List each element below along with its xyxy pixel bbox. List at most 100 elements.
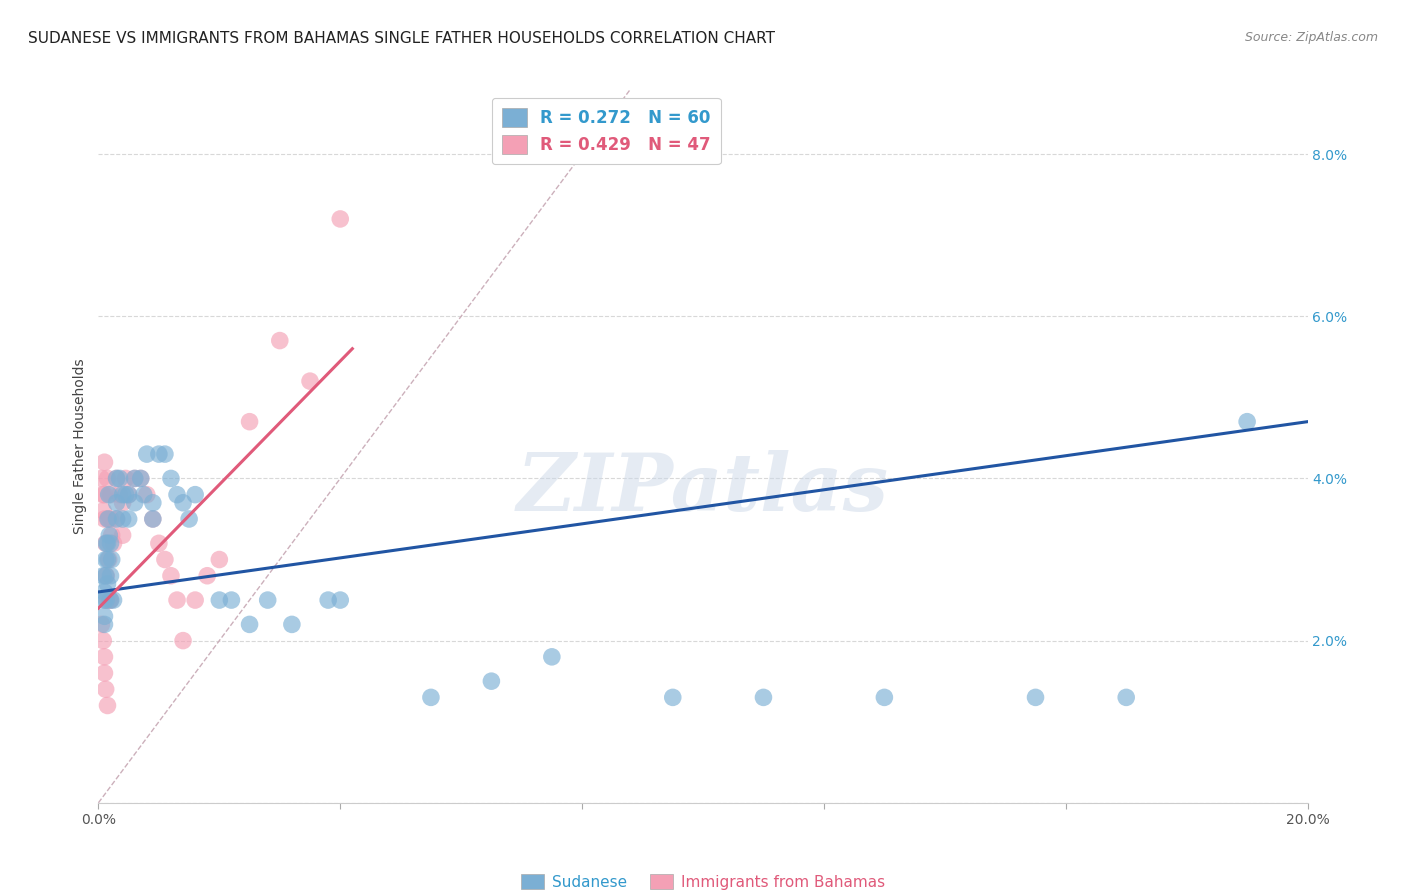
- Point: [329, 593, 352, 607]
- Point: [118, 512, 141, 526]
- Point: [100, 568, 122, 582]
- Point: [118, 488, 141, 502]
- Point: [184, 488, 207, 502]
- Point: [221, 593, 243, 607]
- Point: [142, 496, 165, 510]
- Point: [94, 568, 117, 582]
- Point: [105, 512, 128, 526]
- Point: [91, 633, 114, 648]
- Point: [90, 471, 112, 485]
- Y-axis label: Single Father Households: Single Father Households: [73, 359, 87, 533]
- Point: [93, 666, 115, 681]
- Point: [540, 649, 562, 664]
- Point: [96, 577, 118, 591]
- Point: [100, 536, 122, 550]
- Point: [256, 593, 278, 607]
- Point: [129, 471, 152, 485]
- Point: [100, 593, 122, 607]
- Point: [105, 471, 128, 485]
- Legend: Sudanese, Immigrants from Bahamas: Sudanese, Immigrants from Bahamas: [515, 868, 891, 892]
- Point: [114, 471, 136, 485]
- Point: [172, 633, 194, 648]
- Point: [184, 593, 207, 607]
- Point: [96, 536, 118, 550]
- Point: [124, 496, 146, 510]
- Point: [142, 512, 165, 526]
- Point: [602, 122, 624, 136]
- Point: [103, 593, 125, 607]
- Point: [179, 512, 201, 526]
- Point: [100, 528, 122, 542]
- Point: [873, 690, 896, 705]
- Point: [105, 512, 128, 526]
- Point: [132, 488, 155, 502]
- Point: [96, 536, 118, 550]
- Point: [91, 568, 114, 582]
- Point: [329, 211, 352, 226]
- Point: [124, 471, 146, 485]
- Point: [98, 593, 121, 607]
- Point: [111, 528, 134, 542]
- Point: [299, 374, 322, 388]
- Point: [98, 528, 121, 542]
- Point: [94, 536, 117, 550]
- Point: [118, 488, 141, 502]
- Point: [96, 593, 118, 607]
- Point: [1115, 690, 1137, 705]
- Text: ZIPatlas: ZIPatlas: [517, 450, 889, 527]
- Point: [172, 496, 194, 510]
- Point: [166, 488, 188, 502]
- Point: [93, 488, 115, 502]
- Point: [752, 690, 775, 705]
- Point: [93, 593, 115, 607]
- Point: [208, 552, 231, 566]
- Point: [91, 488, 114, 502]
- Point: [108, 471, 131, 485]
- Point: [142, 512, 165, 526]
- Point: [481, 674, 503, 689]
- Point: [105, 471, 128, 485]
- Point: [135, 447, 157, 461]
- Point: [97, 552, 120, 566]
- Point: [135, 488, 157, 502]
- Point: [124, 471, 146, 485]
- Point: [96, 593, 118, 607]
- Point: [100, 593, 122, 607]
- Point: [105, 496, 128, 510]
- Point: [93, 512, 115, 526]
- Point: [153, 552, 176, 566]
- Point: [160, 471, 183, 485]
- Point: [94, 552, 117, 566]
- Point: [97, 512, 120, 526]
- Point: [148, 447, 170, 461]
- Point: [91, 504, 114, 518]
- Point: [239, 415, 262, 429]
- Point: [93, 617, 115, 632]
- Point: [148, 536, 170, 550]
- Point: [195, 568, 218, 582]
- Text: SUDANESE VS IMMIGRANTS FROM BAHAMAS SINGLE FATHER HOUSEHOLDS CORRELATION CHART: SUDANESE VS IMMIGRANTS FROM BAHAMAS SING…: [28, 31, 775, 46]
- Point: [160, 568, 183, 582]
- Point: [108, 488, 131, 502]
- Point: [111, 488, 134, 502]
- Point: [103, 536, 125, 550]
- Point: [1236, 415, 1258, 429]
- Point: [111, 512, 134, 526]
- Point: [420, 690, 443, 705]
- Point: [208, 593, 231, 607]
- Point: [93, 649, 115, 664]
- Point: [90, 617, 112, 632]
- Point: [100, 488, 122, 502]
- Point: [153, 447, 176, 461]
- Point: [1024, 690, 1046, 705]
- Point: [96, 471, 118, 485]
- Point: [269, 334, 291, 348]
- Point: [94, 682, 117, 697]
- Point: [129, 471, 152, 485]
- Point: [316, 593, 339, 607]
- Point: [100, 512, 122, 526]
- Point: [93, 609, 115, 624]
- Point: [96, 512, 118, 526]
- Point: [114, 488, 136, 502]
- Point: [239, 617, 262, 632]
